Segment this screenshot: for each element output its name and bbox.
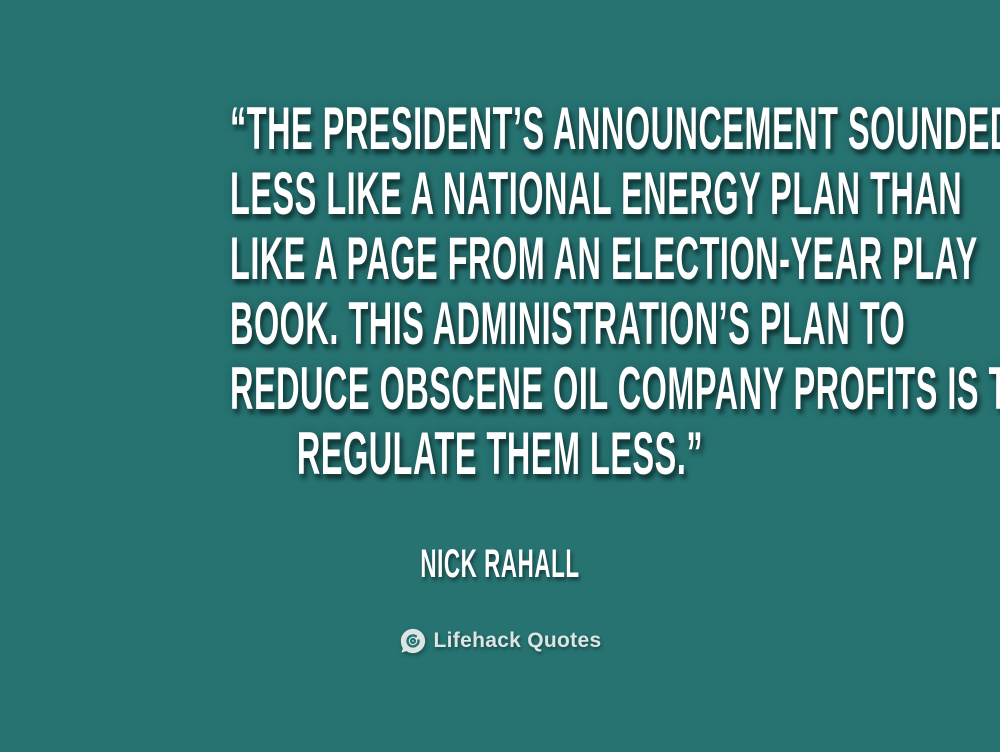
branding-footer: Lifehack Quotes <box>0 627 1000 655</box>
quote-line: REDUCE OBSCENE OIL COMPANY PROFITS IS TO <box>230 355 1000 422</box>
quote-author: NICK RAHALL <box>420 542 580 586</box>
quote-line: BOOK. THIS ADMINISTRATION’S PLAN TO <box>230 290 906 357</box>
quote-line: “THE PRESIDENT’S ANNOUNCEMENT SOUNDED <box>230 95 1000 162</box>
quote-line: LIKE A PAGE FROM AN ELECTION-YEAR PLAY <box>230 225 978 292</box>
quote-text-block: “THE PRESIDENT’S ANNOUNCEMENT SOUNDED LE… <box>230 95 1000 487</box>
branding-logo-text: Lifehack Quotes <box>433 629 602 652</box>
quote-line: LESS LIKE A NATIONAL ENERGY PLAN THAN <box>230 160 963 227</box>
lifehack-logo-icon <box>400 628 425 654</box>
quote-line: REGULATE THEM LESS.” <box>296 420 704 487</box>
